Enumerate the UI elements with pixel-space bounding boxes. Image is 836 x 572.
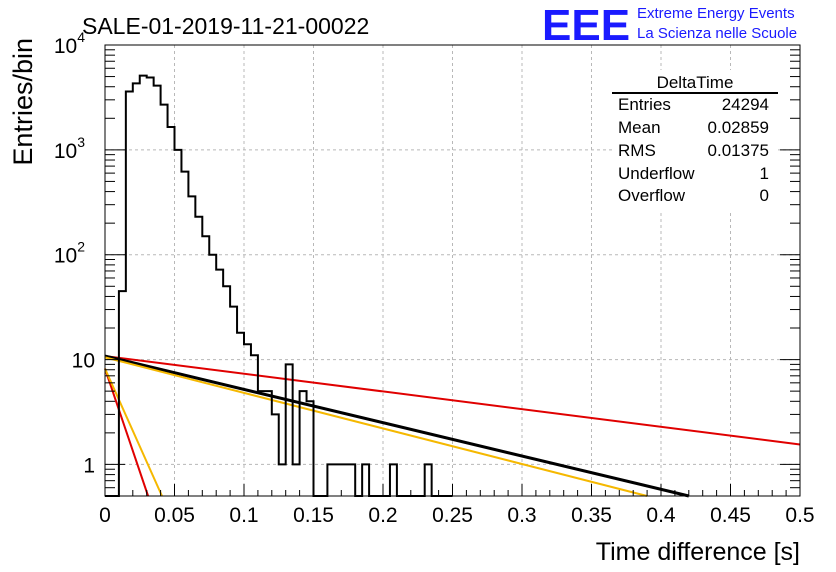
stats-value-underflow: 1 — [760, 164, 769, 183]
stats-box: DeltaTime Entries 24294 Mean 0.02859 RMS… — [612, 70, 778, 212]
run-title: SALE-01-2019-11-21-00022 — [82, 13, 369, 39]
logo-line-2: La Scienza nelle Scuole — [637, 25, 797, 42]
y-tick-label: 103 — [54, 134, 85, 163]
y-tick-label: 104 — [54, 29, 85, 58]
fit-curve-4 — [104, 368, 150, 497]
fit-curve-5 — [104, 368, 163, 497]
stats-value-mean: 0.02859 — [708, 118, 769, 137]
y-tick-label: 102 — [54, 239, 85, 268]
fit-curve-2 — [104, 354, 690, 498]
stats-label-entries: Entries — [618, 95, 671, 114]
x-axis-ticks: 0 0.05 0.1 0.15 0.2 0.25 0.3 0.35 0.4 0.45 0.5 — [99, 484, 815, 527]
fit-curve-1 — [104, 355, 801, 446]
y-tick-label: 10 — [72, 350, 95, 373]
x-tick-label: 0.2 — [368, 504, 397, 527]
stats-label-underflow: Underflow — [618, 164, 695, 183]
eee-logo-mark: EEE — [542, 1, 630, 50]
fit-curves — [104, 354, 801, 498]
eee-logo: EEE Extreme Energy Events La Scienza nel… — [542, 1, 797, 50]
x-tick-label: 0.5 — [785, 504, 814, 527]
y-axis-label: Entries/bin — [8, 38, 38, 166]
x-tick-label: 0.15 — [293, 504, 334, 527]
y-tick-label: 1 — [83, 454, 95, 477]
x-tick-label: 0.3 — [507, 504, 536, 527]
x-tick-label: 0.1 — [229, 504, 258, 527]
stats-title: DeltaTime — [657, 73, 734, 92]
stats-value-overflow: 0 — [760, 186, 769, 205]
x-tick-label: 0.25 — [432, 504, 473, 527]
stats-label-mean: Mean — [618, 118, 661, 137]
stats-value-rms: 0.01375 — [708, 141, 769, 160]
fit-curve-3 — [104, 356, 648, 497]
x-tick-label: 0.45 — [710, 504, 751, 527]
grid-lines — [105, 45, 800, 496]
x-tick-label: 0.35 — [571, 504, 612, 527]
x-tick-label: 0.4 — [646, 504, 676, 527]
stats-value-entries: 24294 — [722, 95, 769, 114]
logo-line-1: Extreme Energy Events — [637, 5, 795, 22]
stats-label-overflow: Overflow — [618, 186, 686, 205]
x-axis-label: Time difference [s] — [596, 538, 800, 566]
x-tick-label: 0.05 — [154, 504, 195, 527]
stats-label-rms: RMS — [618, 141, 656, 160]
x-tick-label: 0 — [99, 504, 111, 527]
